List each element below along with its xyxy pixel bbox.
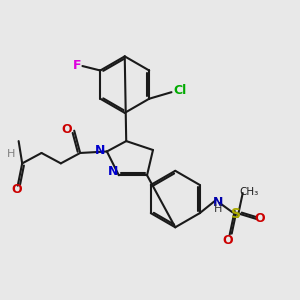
Text: N: N: [213, 196, 223, 208]
Text: O: O: [255, 212, 265, 226]
Text: O: O: [61, 123, 72, 136]
Text: N: N: [95, 144, 106, 158]
Text: H: H: [7, 148, 15, 159]
Text: Cl: Cl: [173, 84, 186, 97]
Text: O: O: [11, 183, 22, 196]
Text: S: S: [231, 207, 241, 221]
Text: N: N: [108, 165, 118, 178]
Text: O: O: [223, 234, 233, 247]
Text: CH₃: CH₃: [239, 187, 258, 196]
Text: F: F: [73, 58, 81, 72]
Text: H: H: [214, 204, 222, 214]
